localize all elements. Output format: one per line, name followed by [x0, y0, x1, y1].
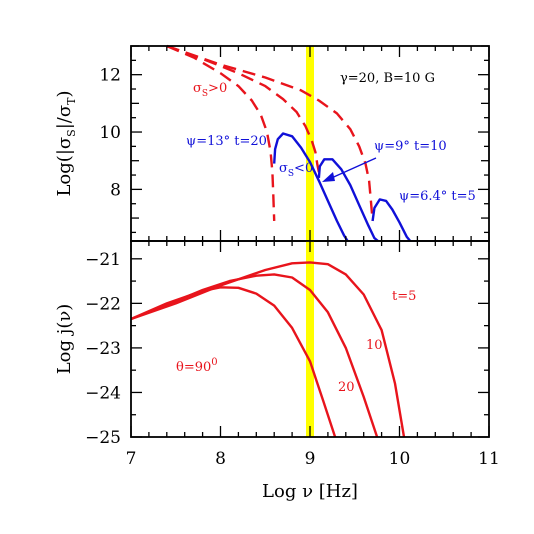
top-panel: 8 10 12 Log(|σS|/σT) γ=20, B=10 G σS>0 σS<… [54, 44, 490, 242]
bottom-panel: 7 8 9 10 11 −25 −24 −23 −22 −21 Log j(ν) Log ν [H… [54, 240, 500, 502]
top-series-group [166, 44, 412, 242]
bot-y-tick-label: −24 [85, 383, 121, 403]
x-tick-label: 8 [215, 449, 226, 469]
bottom-ticks: 7 8 9 10 11 −25 −24 −23 −22 −21 [85, 241, 500, 469]
x-tick-label: 11 [478, 449, 500, 469]
params-annotation: γ=20, B=10 G [340, 71, 435, 86]
bottom-y-axis-label: Log j(ν) [54, 304, 75, 375]
bottom-series-group [130, 261, 406, 438]
bot-series-line-3 [130, 286, 337, 438]
top-series-line-2 [166, 44, 321, 173]
top-series-line-6 [371, 198, 412, 242]
bot-y-tick-label: −23 [85, 339, 121, 359]
psi64-label: ψ=6.4° t=5 [399, 189, 476, 204]
t5-label: t=5 [392, 289, 416, 304]
bot-y-tick-label: −25 [85, 428, 121, 448]
x-tick-label: 7 [126, 449, 137, 469]
t10-label: 10 [366, 338, 383, 353]
top-series-line-4 [273, 132, 349, 242]
psi9-arrow-head [322, 172, 335, 182]
top-vertical-marker [306, 46, 314, 241]
bot-series-line-1 [130, 261, 406, 438]
x-tick-label: 9 [305, 449, 316, 469]
psi9-arrow-line [326, 157, 377, 181]
bot-y-tick-label: −21 [85, 250, 121, 270]
bot-y-tick-label: −22 [85, 294, 121, 314]
t20-label: 20 [338, 380, 355, 395]
top-series-line-3 [166, 44, 374, 222]
top-y-tick-label: 12 [99, 66, 121, 86]
x-tick-label: 10 [389, 449, 411, 469]
psi13-label: ψ=13° t=20 [186, 134, 267, 149]
bot-series-line-2 [130, 273, 379, 438]
sigma-negative-label: σS<0 [279, 161, 313, 179]
bottom-vertical-marker [306, 241, 314, 437]
top-y-tick-label: 10 [99, 123, 121, 143]
theta-label: θ=900 [176, 357, 218, 375]
top-series-line-1 [166, 44, 276, 221]
sigma-positive-label: σS>0 [193, 81, 227, 99]
x-axis-label: Log ν [Hz] [262, 481, 358, 502]
top-series-line-5 [317, 158, 379, 242]
top-y-tick-label: 8 [110, 180, 121, 200]
psi9-label: ψ=9° t=10 [374, 139, 447, 154]
top-y-axis-label: Log(|σS|/σT) [54, 90, 78, 196]
